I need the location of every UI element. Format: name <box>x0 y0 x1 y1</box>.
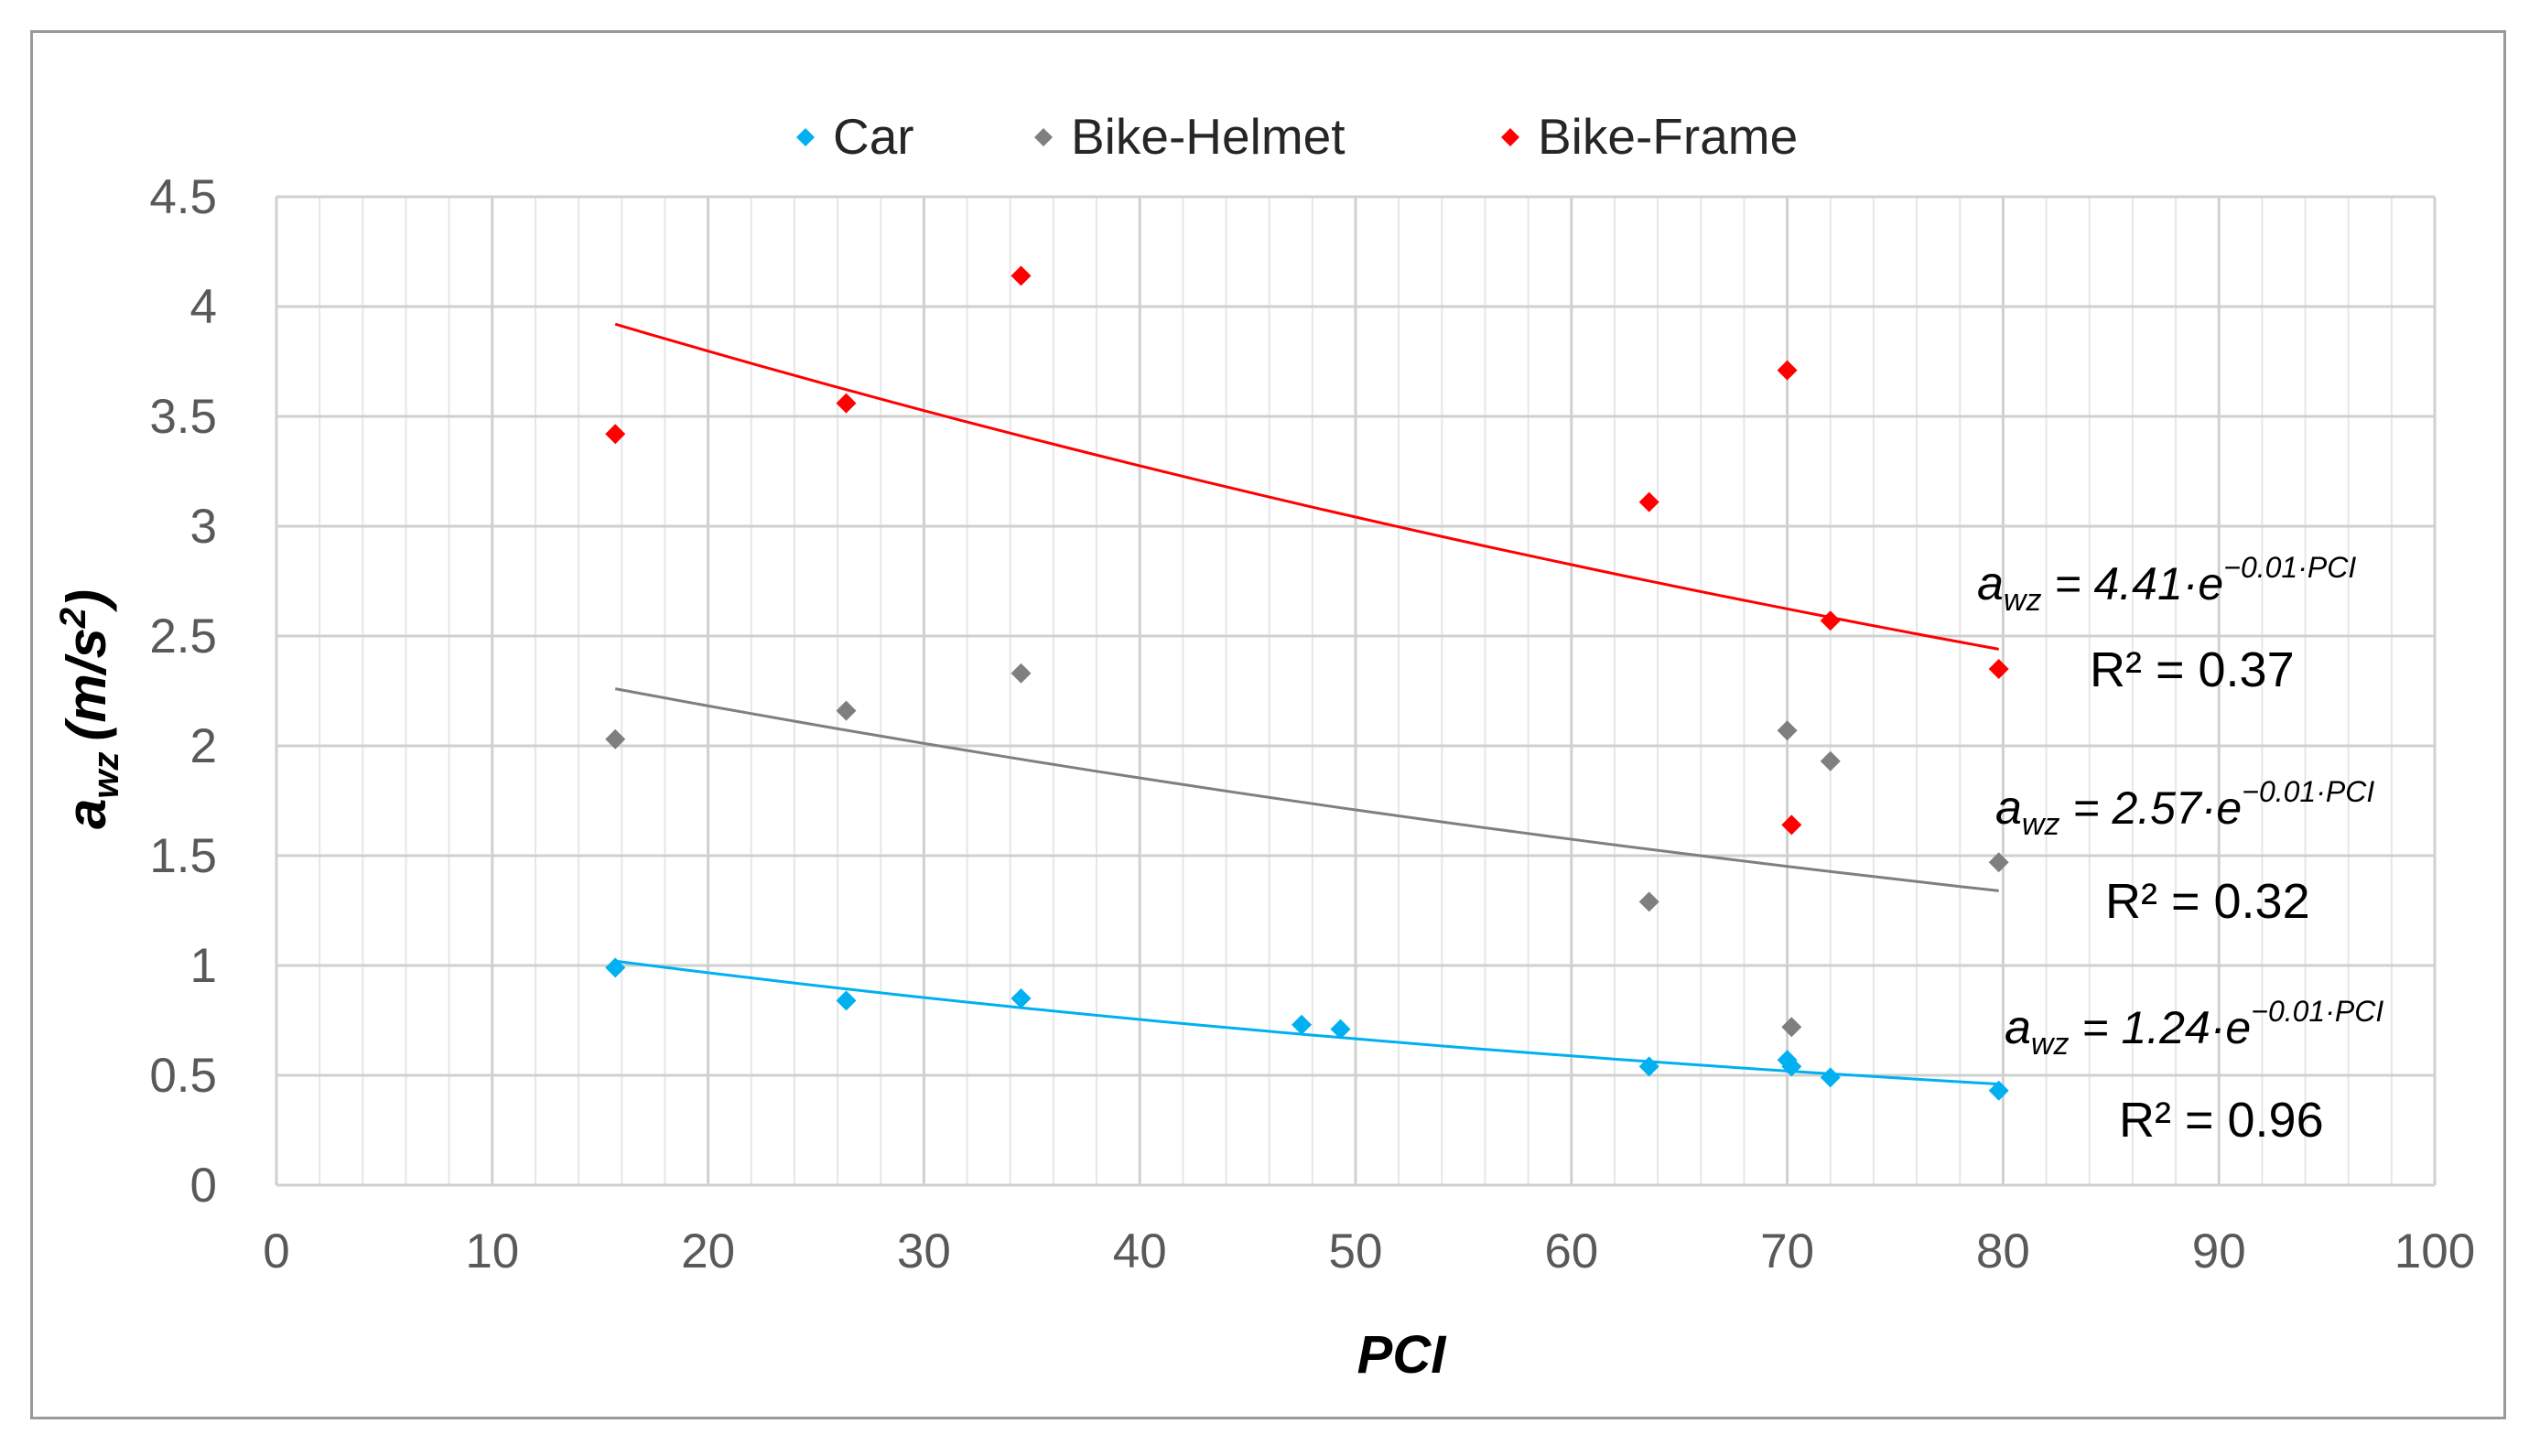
trend-equation-car: awz = 1.24·e−0.01·PCI <box>2005 995 2383 1062</box>
y-tick-label: 3.5 <box>149 390 217 444</box>
data-point-bike-frame <box>605 424 626 445</box>
legend-item-bike-frame: Bike-Frame <box>1501 108 1798 165</box>
legend-label: Car <box>833 108 914 165</box>
legend-marker <box>796 128 815 146</box>
x-tick-label: 20 <box>681 1224 735 1278</box>
tick-labels: 0 10 20 30 40 50 60 70 80 90 100 0 0.5 1 1.5 2 2.5 3 3.5 4 4… <box>149 170 2475 1278</box>
equation-superscript: −0.01·PCI <box>2223 551 2356 584</box>
equation-lhs: a <box>1977 557 2004 610</box>
data-point-car <box>1011 988 1032 1008</box>
legend-label: Bike-Helmet <box>1071 108 1346 165</box>
data-point-bike-frame <box>1011 265 1032 286</box>
data-point-car <box>1638 1056 1659 1077</box>
x-tick-label: 50 <box>1329 1224 1383 1278</box>
y-tick-label: 0.5 <box>149 1049 217 1103</box>
data-point-bike-helmet <box>1988 852 2009 873</box>
data-point-bike-helmet <box>1777 720 1798 741</box>
legend: Car Bike-Helmet Bike-Frame <box>796 108 1798 165</box>
equation-lhs: a <box>2005 1001 2031 1054</box>
x-tick-label: 30 <box>897 1224 951 1278</box>
y-tick-label: 2.5 <box>149 609 217 663</box>
equation-subscript: wz <box>2004 583 2042 618</box>
data-points <box>605 265 2009 1101</box>
data-point-car <box>836 990 857 1011</box>
y-tick-label: 0 <box>190 1159 217 1213</box>
grid <box>275 195 2437 1187</box>
equation-rhs: = 2.57·e <box>2059 782 2242 834</box>
x-axis-title: PCI <box>1357 1325 1448 1385</box>
trendline-bike-helmet <box>614 687 1999 892</box>
data-point-bike-helmet <box>836 700 857 721</box>
y-tick-label: 4.5 <box>149 170 217 224</box>
r-squared-bike-frame: R² = 0.37 <box>2090 642 2295 697</box>
x-tick-label: 0 <box>263 1224 289 1278</box>
data-point-car <box>605 957 626 978</box>
trend-equation-bike-helmet: awz = 2.57·e−0.01·PCI <box>1995 775 2374 842</box>
data-point-car <box>1292 1014 1313 1035</box>
equation-rhs: = 1.24·e <box>2069 1002 2251 1053</box>
x-tick-label: 90 <box>2192 1224 2246 1278</box>
y-tick-label: 3 <box>190 500 217 554</box>
legend-label: Bike-Frame <box>1538 108 1798 165</box>
trendlines <box>614 322 1999 1086</box>
y-tick-label: 1.5 <box>149 829 217 883</box>
data-point-bike-helmet <box>1820 750 1841 771</box>
x-tick-label: 70 <box>1760 1224 1814 1278</box>
data-point-bike-frame <box>1820 610 1841 631</box>
chart-frame <box>30 30 2506 1419</box>
y-axis-title-superscript: 2 <box>53 608 93 629</box>
trend-equation-bike-frame: awz = 4.41·e−0.01·PCI <box>1977 551 2356 618</box>
equation-rhs: = 4.41·e <box>2041 558 2223 609</box>
equation-lhs: a <box>1995 782 2022 835</box>
equation-superscript: −0.01·PCI <box>2242 775 2374 808</box>
data-point-car <box>1988 1080 2009 1101</box>
data-point-bike-frame <box>1781 814 1802 836</box>
y-axis-title-symbol: a <box>56 799 117 829</box>
x-tick-label: 100 <box>2394 1224 2475 1278</box>
r-squared-car: R² = 0.96 <box>2119 1093 2324 1148</box>
data-point-bike-frame <box>836 393 857 414</box>
r-squared-bike-helmet: R² = 0.32 <box>2105 874 2310 929</box>
data-point-car <box>1820 1067 1841 1088</box>
y-axis-title-unit: (m/s <box>56 628 117 740</box>
data-point-bike-frame <box>1988 659 2009 679</box>
data-point-bike-helmet <box>1011 663 1032 684</box>
data-point-car <box>1330 1019 1351 1040</box>
y-tick-label: 2 <box>190 719 217 773</box>
trendline-bike-frame <box>614 322 1999 651</box>
data-point-bike-helmet <box>1638 891 1659 912</box>
x-tick-label: 10 <box>465 1224 519 1278</box>
equation-superscript: −0.01·PCI <box>2251 995 2383 1028</box>
data-point-bike-frame <box>1777 360 1798 381</box>
data-point-bike-helmet <box>605 728 626 750</box>
x-tick-label: 80 <box>1976 1224 2030 1278</box>
data-point-car <box>1781 1056 1802 1077</box>
legend-item-bike-helmet: Bike-Helmet <box>1034 108 1346 165</box>
x-tick-label: 60 <box>1544 1224 1598 1278</box>
y-axis-title: awz(m/s2) <box>53 589 126 829</box>
equation-subscript: wz <box>2031 1027 2070 1062</box>
trendline-car <box>615 959 1999 1086</box>
legend-marker <box>1034 128 1053 146</box>
legend-item-car: Car <box>796 108 914 165</box>
equation-subscript: wz <box>2022 807 2060 842</box>
legend-marker <box>1501 128 1519 146</box>
data-point-bike-frame <box>1638 491 1659 512</box>
y-tick-label: 4 <box>190 280 217 334</box>
y-tick-label: 1 <box>190 939 217 993</box>
y-axis-title-subscript: wz <box>86 752 126 799</box>
x-tick-label: 40 <box>1113 1224 1167 1278</box>
data-point-bike-helmet <box>1781 1017 1802 1038</box>
